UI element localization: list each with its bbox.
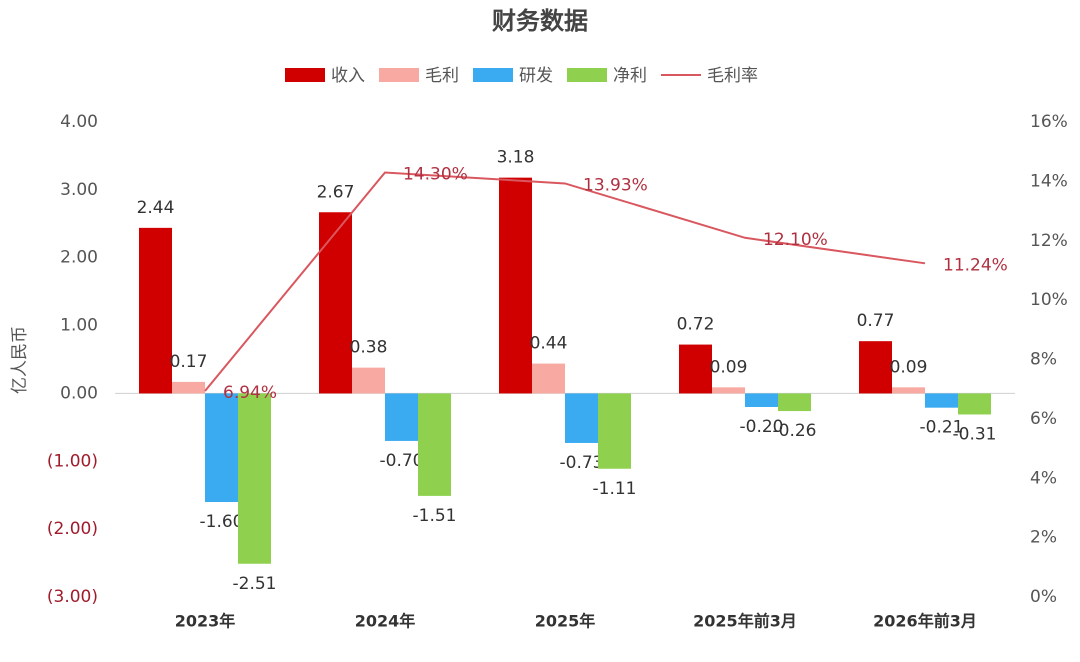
data-label: 0.09 (710, 357, 748, 377)
data-label: -0.26 (773, 421, 817, 441)
bar (499, 177, 532, 394)
y2-tick-label: 8% (1030, 350, 1057, 370)
legend-swatch (473, 68, 513, 82)
y-tick-label: 1.00 (60, 316, 98, 336)
data-label: -0.20 (740, 417, 784, 437)
bar (925, 393, 958, 408)
bar (385, 393, 418, 441)
data-label: -1.51 (413, 506, 457, 526)
data-label: 0.72 (677, 315, 715, 335)
data-label: 0.38 (350, 338, 388, 358)
data-label: -0.21 (920, 418, 964, 438)
y-tick-label: 0.00 (60, 383, 98, 403)
y2-tick-label: 2% (1030, 528, 1057, 548)
legend-label: 净利 (613, 66, 647, 86)
legend-label: 毛利率 (707, 66, 758, 86)
bar (418, 393, 451, 496)
y-tick-label: 2.00 (60, 248, 98, 268)
legend-swatch (285, 68, 325, 82)
x-tick-label: 2023年 (175, 612, 236, 631)
y2-tick-label: 0% (1030, 587, 1057, 607)
bar (352, 367, 385, 394)
bar (745, 393, 778, 407)
y2-tick-label: 16% (1030, 112, 1068, 132)
y-tick-label: 3.00 (60, 180, 98, 200)
bar (565, 393, 598, 443)
data-label: 12.10% (763, 230, 828, 250)
legend-label: 毛利 (425, 66, 459, 86)
y-tick-label: (2.00) (47, 519, 98, 539)
data-label: -0.31 (953, 424, 997, 444)
bar (238, 393, 271, 564)
bar (172, 381, 205, 394)
bar (679, 344, 712, 394)
x-tick-label: 2024年 (355, 612, 416, 631)
y2-tick-label: 12% (1030, 231, 1068, 251)
data-label: 13.93% (583, 175, 648, 195)
bar (205, 393, 238, 502)
y-tick-label: (1.00) (47, 451, 98, 471)
data-label: 14.30% (403, 164, 468, 184)
data-label: 0.17 (170, 352, 208, 372)
bar (778, 393, 811, 412)
data-label: 6.94% (223, 383, 277, 403)
data-label: -1.60 (200, 512, 244, 532)
data-label: 0.09 (890, 357, 928, 377)
line (204, 171, 926, 392)
data-label: 2.67 (317, 182, 355, 202)
data-label: -2.51 (233, 574, 277, 594)
data-label: -1.11 (593, 479, 637, 499)
bar (532, 363, 565, 394)
legend-label: 收入 (331, 66, 365, 86)
data-label: -0.73 (560, 453, 604, 473)
bar (319, 212, 352, 394)
x-tick-label: 2025年前3月 (693, 612, 797, 631)
bar (712, 387, 745, 394)
legend-swatch (567, 68, 607, 82)
x-tick-label: 2026年前3月 (873, 612, 977, 631)
data-label: 3.18 (497, 148, 535, 168)
y2-tick-label: 6% (1030, 409, 1057, 429)
bar (598, 393, 631, 469)
y-tick-label: 4.00 (60, 112, 98, 132)
y2-tick-label: 4% (1030, 468, 1057, 488)
y2-tick-label: 10% (1030, 290, 1068, 310)
y-tick-label: (3.00) (47, 587, 98, 607)
bar (892, 387, 925, 394)
legend-swatch (379, 68, 419, 82)
data-label: 11.24% (943, 255, 1008, 275)
chart-title: 财务数据 (492, 7, 588, 35)
data-label: 0.44 (530, 334, 568, 354)
y2-tick-label: 14% (1030, 171, 1068, 191)
data-label: -0.70 (380, 451, 424, 471)
legend-label: 研发 (519, 66, 553, 86)
y-axis-label: 亿人民币 (10, 326, 30, 394)
bar (859, 341, 892, 394)
data-label: 2.44 (137, 198, 175, 218)
bar (139, 227, 172, 394)
bar (958, 393, 991, 415)
x-tick-label: 2025年 (535, 612, 596, 631)
data-label: 0.77 (857, 311, 895, 331)
